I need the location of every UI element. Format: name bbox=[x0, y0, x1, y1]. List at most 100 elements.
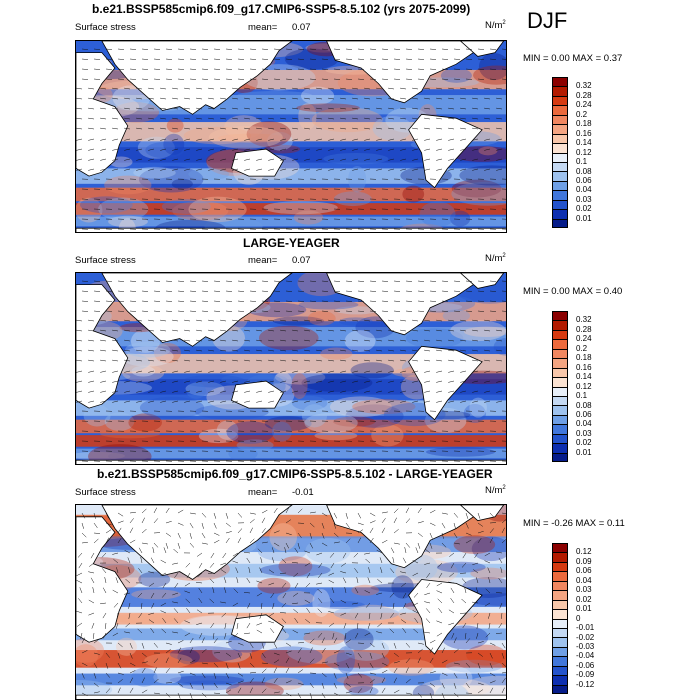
colorbar-swatch bbox=[552, 143, 568, 153]
colorbar-tick-label: 0.28 bbox=[576, 324, 592, 334]
season-label: DJF bbox=[527, 8, 568, 33]
colorbar-tick-label: 0.06 bbox=[576, 566, 592, 576]
panel-3-minmax: MIN = -0.26 MAX = 0.11 bbox=[523, 518, 625, 529]
colorbar-tick-label: 0.01 bbox=[576, 213, 592, 223]
panel-3-colorbar bbox=[552, 543, 568, 694]
colorbar-swatch bbox=[552, 561, 568, 572]
colorbar-tick-label: 0.24 bbox=[576, 100, 592, 110]
colorbar-tick-label: 0.02 bbox=[576, 204, 592, 214]
colorbar-swatch bbox=[552, 95, 568, 106]
colorbar-tick-label: 0.06 bbox=[576, 409, 592, 419]
panel-1-colorbar bbox=[552, 77, 568, 228]
colorbar-tick-label: 0.32 bbox=[576, 81, 592, 91]
colorbar-swatch bbox=[552, 609, 568, 619]
colorbar-swatch bbox=[552, 180, 568, 191]
panel-3-map-plot bbox=[76, 505, 506, 699]
colorbar-tick-label: 0.1 bbox=[576, 157, 588, 167]
colorbar-tick-label: 0.04 bbox=[576, 419, 592, 429]
colorbar-tick-label: 0.04 bbox=[576, 185, 592, 195]
panel-2-mean-label: mean= bbox=[248, 255, 278, 266]
colorbar-swatch bbox=[552, 656, 568, 666]
panel-1-mean-value: 0.07 bbox=[292, 22, 311, 33]
panel-2-variable: Surface stress bbox=[75, 255, 136, 266]
colorbar-tick-label: 0.04 bbox=[576, 575, 592, 585]
colorbar-tick-label: -0.03 bbox=[576, 641, 595, 651]
colorbar-tick-label: 0.08 bbox=[576, 400, 592, 410]
colorbar-swatch bbox=[552, 405, 568, 415]
colorbar-swatch bbox=[552, 424, 568, 434]
colorbar-swatch bbox=[552, 646, 568, 657]
panel-3-units: N/m2 bbox=[485, 485, 506, 497]
colorbar-tick-label: -0.02 bbox=[576, 632, 595, 642]
colorbar-swatch bbox=[552, 684, 568, 694]
colorbar-tick-label: 0.14 bbox=[576, 138, 592, 148]
colorbar-swatch bbox=[552, 618, 568, 628]
colorbar-tick-label: 0.09 bbox=[576, 556, 592, 566]
colorbar-tick-label: 0.06 bbox=[576, 175, 592, 185]
colorbar-tick-label: -0.06 bbox=[576, 660, 595, 670]
colorbar-swatch bbox=[552, 161, 568, 172]
colorbar-swatch bbox=[552, 152, 568, 162]
colorbar-tick-label: 0.24 bbox=[576, 334, 592, 344]
colorbar-tick-label: -0.09 bbox=[576, 670, 595, 680]
colorbar-tick-label: 0.12 bbox=[576, 547, 592, 557]
panel-2-units: N/m2 bbox=[485, 253, 506, 265]
colorbar-tick-label: 0.1 bbox=[576, 391, 588, 401]
colorbar-tick-label: 0.12 bbox=[576, 147, 592, 157]
colorbar-tick-label: 0.02 bbox=[576, 594, 592, 604]
panel-1-variable: Surface stress bbox=[75, 22, 136, 33]
colorbar-tick-label: 0.18 bbox=[576, 119, 592, 129]
colorbar-swatch bbox=[552, 105, 568, 115]
colorbar-swatch bbox=[552, 590, 568, 600]
colorbar-tick-label: 0.2 bbox=[576, 343, 588, 353]
colorbar-swatch bbox=[552, 86, 568, 96]
colorbar-swatch bbox=[552, 199, 568, 210]
colorbar-tick-label: 0.18 bbox=[576, 353, 592, 363]
colorbar-swatch bbox=[552, 329, 568, 340]
panel-3-mean-value: -0.01 bbox=[292, 487, 314, 498]
colorbar-swatch bbox=[552, 171, 568, 181]
colorbar-tick-label: 0 bbox=[576, 613, 581, 623]
colorbar-tick-label: 0.03 bbox=[576, 585, 592, 595]
colorbar-swatch bbox=[552, 627, 568, 638]
colorbar-swatch bbox=[552, 114, 568, 125]
colorbar-swatch bbox=[552, 543, 568, 553]
colorbar-swatch bbox=[552, 599, 568, 610]
colorbar-tick-label: 0.02 bbox=[576, 438, 592, 448]
colorbar-tick-label: 0.03 bbox=[576, 428, 592, 438]
colorbar-tick-label: 0.01 bbox=[576, 604, 592, 614]
colorbar-swatch bbox=[552, 637, 568, 647]
colorbar-swatch bbox=[552, 452, 568, 462]
panel-2-map bbox=[75, 272, 507, 465]
panel-1-map-plot bbox=[76, 41, 506, 232]
colorbar-tick-label: 0.16 bbox=[576, 128, 592, 138]
colorbar-swatch bbox=[552, 433, 568, 444]
colorbar-swatch bbox=[552, 414, 568, 425]
colorbar-tick-label: 0.08 bbox=[576, 166, 592, 176]
colorbar-swatch bbox=[552, 218, 568, 228]
colorbar-swatch bbox=[552, 571, 568, 581]
colorbar-swatch bbox=[552, 377, 568, 387]
panel-3-mean-label: mean= bbox=[248, 487, 278, 498]
colorbar-tick-label: -0.12 bbox=[576, 679, 595, 689]
colorbar-swatch bbox=[552, 386, 568, 396]
colorbar-tick-label: 0.32 bbox=[576, 315, 592, 325]
colorbar-swatch bbox=[552, 358, 568, 368]
panel-3-title: b.e21.BSSP585cmip6.f09_g17.CMIP6-SSP5-8.… bbox=[97, 467, 493, 481]
colorbar-tick-label: 0.03 bbox=[576, 194, 592, 204]
colorbar-swatch bbox=[552, 665, 568, 676]
colorbar-swatch bbox=[552, 77, 568, 87]
colorbar-tick-label: 0.16 bbox=[576, 362, 592, 372]
panel-2-minmax: MIN = 0.00 MAX = 0.40 bbox=[523, 286, 623, 297]
colorbar-swatch bbox=[552, 133, 568, 144]
panel-2-title: LARGE-YEAGER bbox=[243, 236, 340, 250]
panel-2-map-plot bbox=[76, 273, 506, 464]
colorbar-tick-label: -0.04 bbox=[576, 651, 595, 661]
panel-2-colorbar bbox=[552, 311, 568, 462]
panel-2-mean-value: 0.07 bbox=[292, 255, 311, 266]
colorbar-tick-label: 0.12 bbox=[576, 381, 592, 391]
panel-3-map bbox=[75, 504, 507, 700]
colorbar-tick-label: -0.01 bbox=[576, 623, 595, 633]
colorbar-swatch bbox=[552, 395, 568, 406]
colorbar-swatch bbox=[552, 320, 568, 330]
